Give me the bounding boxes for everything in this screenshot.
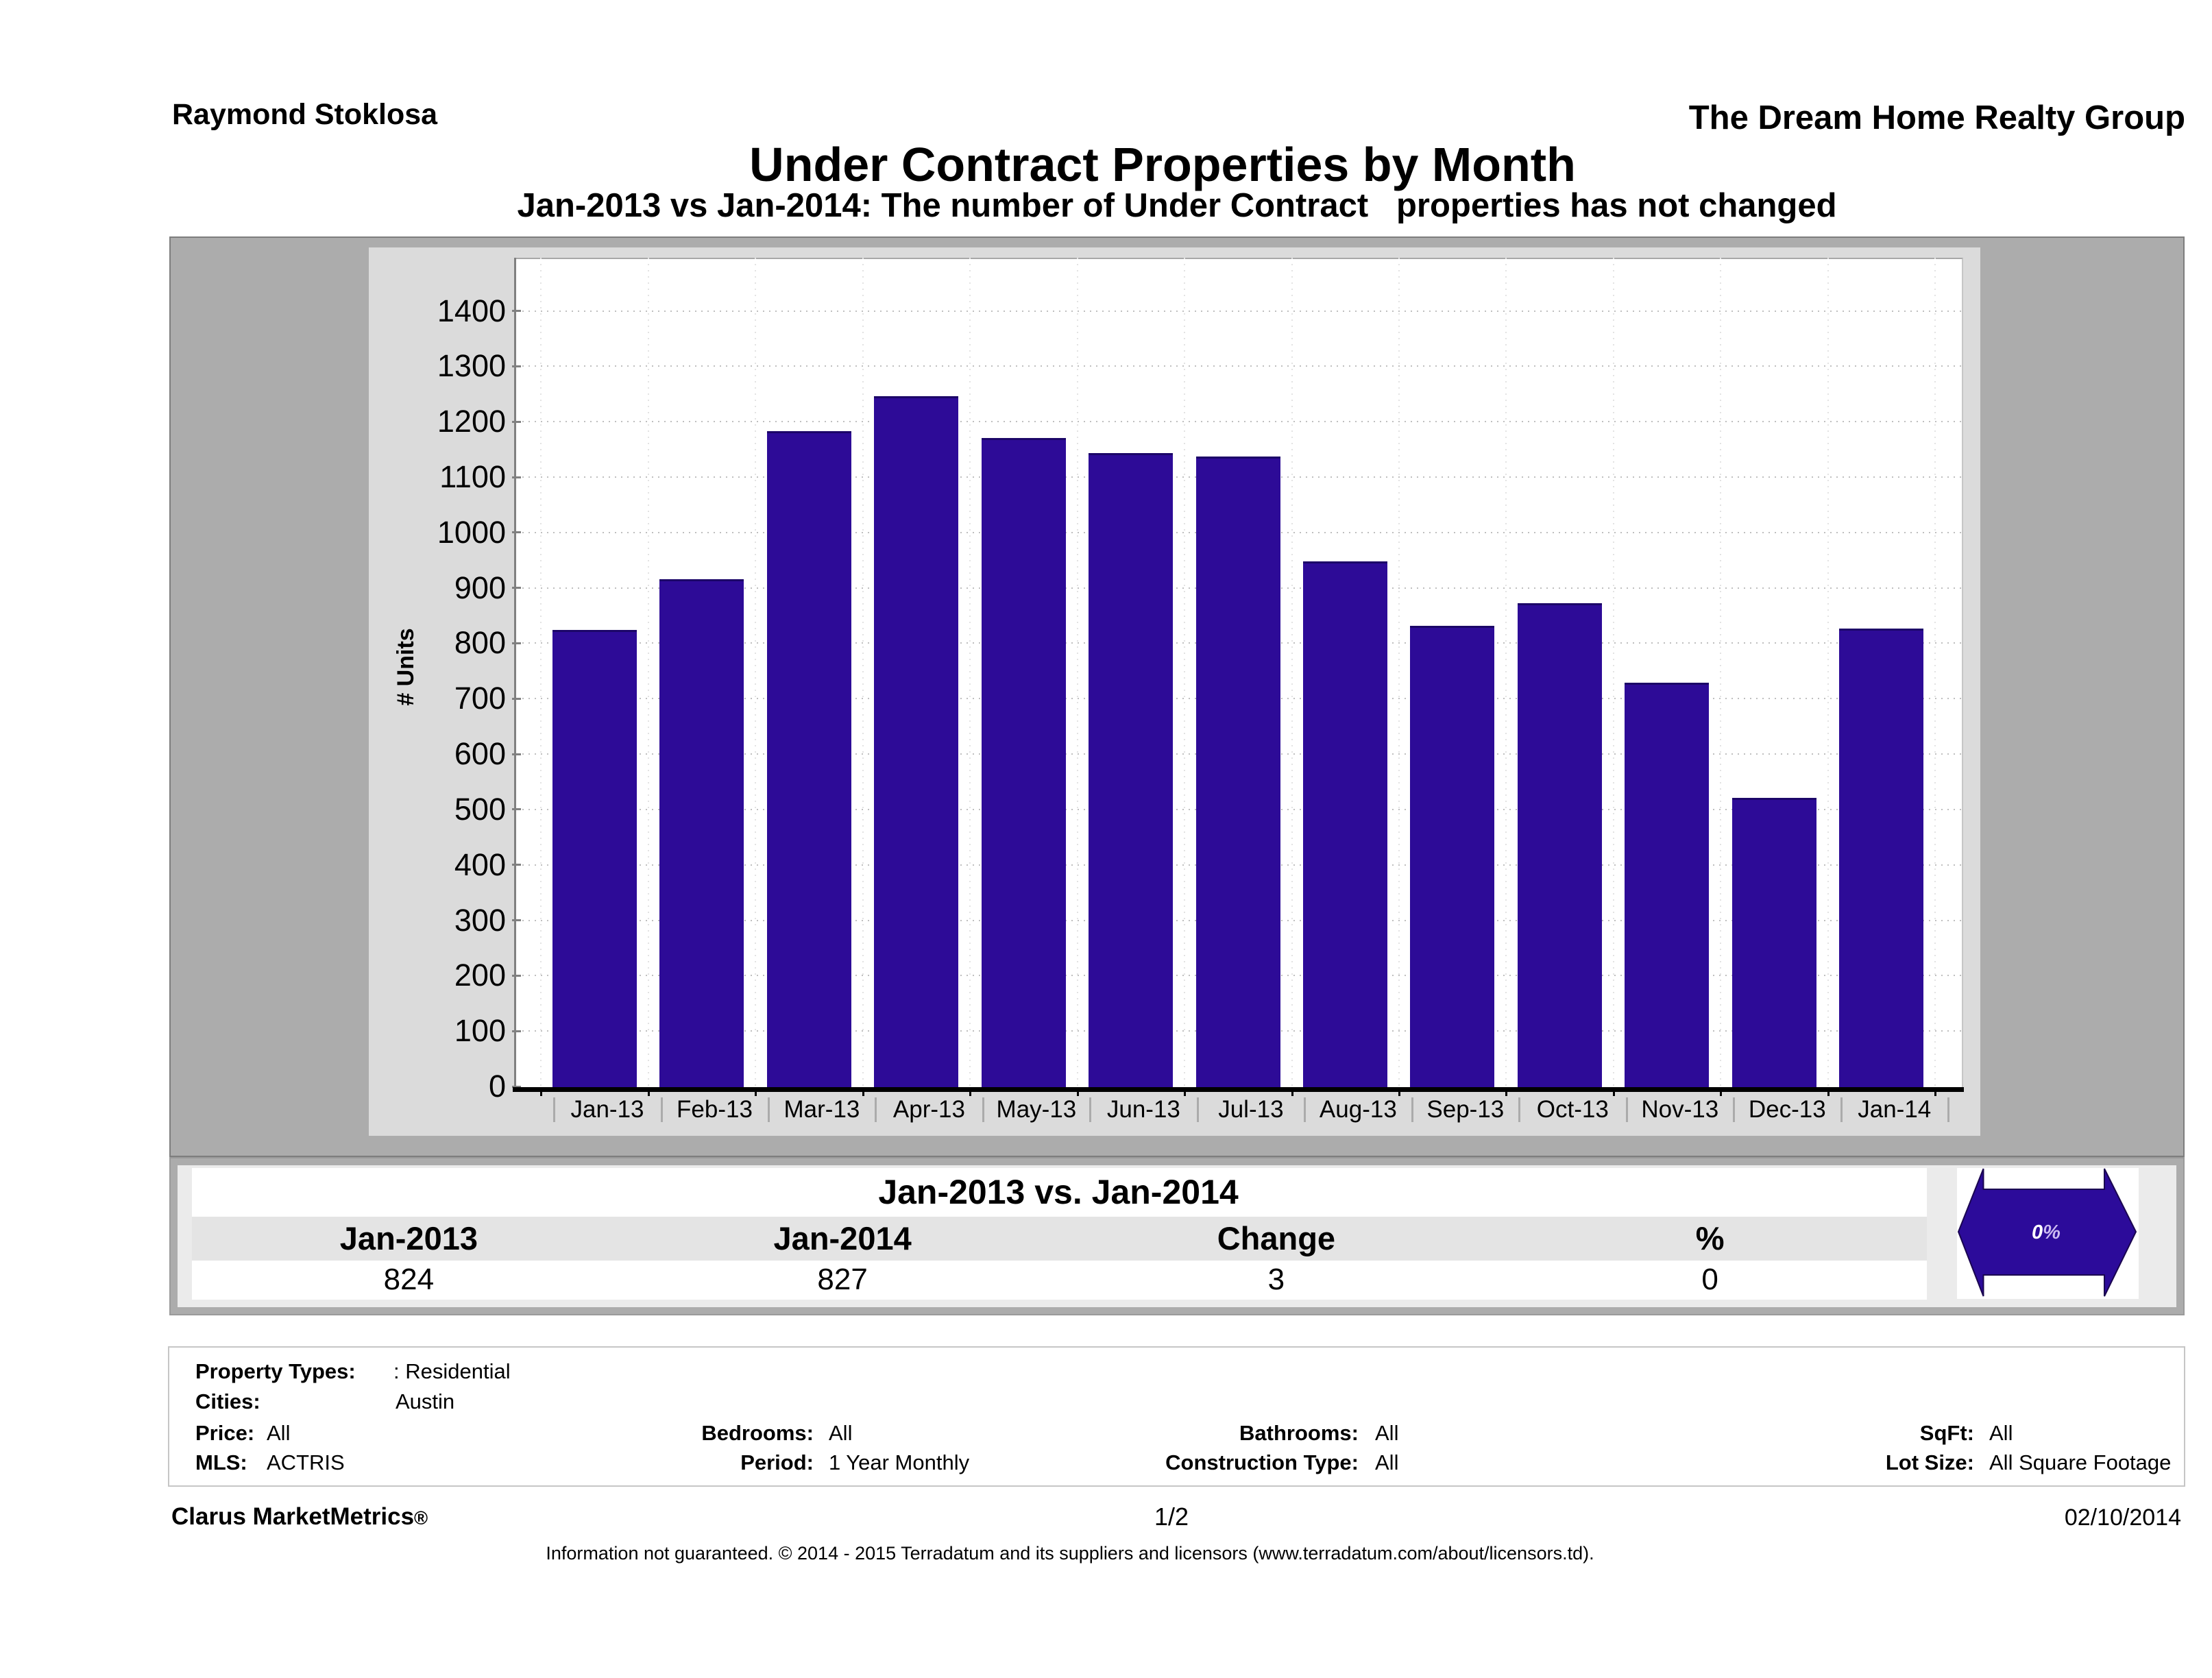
svg-text:0%: 0% bbox=[2032, 1221, 2061, 1243]
